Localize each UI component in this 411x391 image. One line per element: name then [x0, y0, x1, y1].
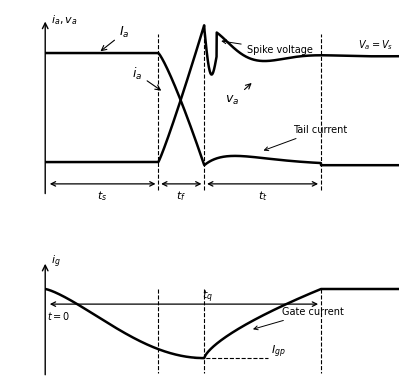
- Text: Tail current: Tail current: [264, 125, 347, 151]
- Text: $I_a$: $I_a$: [102, 25, 130, 50]
- Text: $t_f$: $t_f$: [176, 189, 186, 203]
- Text: $V_a=V_s$: $V_a=V_s$: [358, 39, 393, 52]
- Text: $I_{gp}$: $I_{gp}$: [271, 344, 286, 361]
- Text: Gate current: Gate current: [254, 307, 344, 330]
- Text: $i_g$: $i_g$: [51, 253, 60, 270]
- Text: $i_a, v_a$: $i_a, v_a$: [51, 13, 77, 27]
- Text: Spike voltage: Spike voltage: [222, 40, 312, 55]
- Text: $t=0$: $t=0$: [47, 310, 70, 322]
- Text: $t_s$: $t_s$: [97, 189, 107, 203]
- Text: $v_a$: $v_a$: [226, 84, 251, 107]
- Text: $t_t$: $t_t$: [258, 189, 268, 203]
- Text: $i_a$: $i_a$: [132, 66, 160, 90]
- Text: $t_q$: $t_q$: [202, 288, 213, 305]
